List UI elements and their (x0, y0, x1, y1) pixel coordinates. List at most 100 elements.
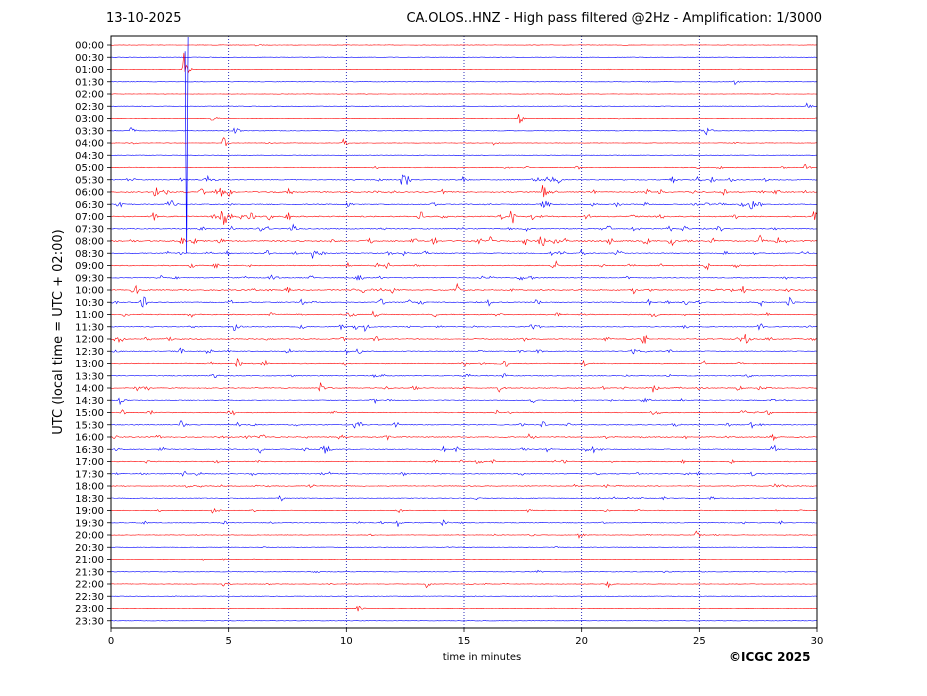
trace-line (110, 519, 818, 527)
y-tick-label: 19:30 (75, 518, 104, 529)
y-tick-label: 19:00 (75, 506, 104, 517)
y-tick-label: 12:00 (75, 335, 104, 346)
trace-line (110, 444, 818, 454)
trace-line (110, 234, 818, 247)
y-tick-label: 06:00 (75, 188, 104, 199)
trace-line (110, 137, 817, 147)
trace-line (110, 382, 818, 393)
trace-line (110, 164, 818, 170)
trace-line (110, 296, 818, 308)
y-tick-label: 15:00 (75, 408, 104, 419)
trace-line (110, 620, 818, 622)
x-tick-label: 0 (108, 636, 114, 647)
plot-date: 13-10-2025 (106, 11, 182, 26)
trace-line (110, 357, 818, 368)
trace-line (111, 483, 818, 488)
y-tick-label: 13:30 (75, 371, 104, 382)
large-event-spike (184, 36, 189, 254)
y-tick-label: 03:00 (75, 114, 104, 125)
y-tick-label: 22:00 (75, 580, 104, 591)
y-tick-label: 02:30 (75, 102, 104, 113)
trace-line (110, 420, 818, 429)
trace-line (111, 459, 818, 464)
trace-line (110, 310, 818, 318)
y-tick-label: 07:30 (75, 224, 104, 235)
y-tick-label: 11:00 (75, 310, 104, 321)
trace-line (111, 558, 818, 561)
y-tick-label: 09:30 (75, 273, 104, 284)
y-tick-label: 10:30 (75, 298, 104, 309)
trace-line (110, 185, 818, 198)
trace-line (110, 373, 818, 379)
y-tick-label: 20:30 (75, 543, 104, 554)
trace-line (110, 581, 818, 589)
y-tick-label: 04:00 (75, 139, 104, 150)
trace-line (110, 323, 818, 333)
trace-line (110, 174, 818, 185)
trace-line (110, 200, 818, 210)
y-tick-label: 21:00 (75, 555, 104, 566)
trace-line (110, 44, 817, 47)
trace-line (110, 409, 818, 416)
trace-line (110, 274, 818, 281)
trace-line (110, 595, 818, 598)
y-tick-label: 11:30 (75, 322, 104, 333)
y-tick-label: 06:30 (75, 200, 104, 211)
y-tick-label: 16:00 (75, 433, 104, 444)
y-tick-label: 00:00 (75, 41, 104, 52)
trace-line (110, 569, 818, 574)
y-tick-label: 15:30 (75, 420, 104, 431)
y-tick-label: 07:00 (75, 212, 104, 223)
y-tick-label: 00:30 (75, 53, 104, 64)
x-tick-label: 30 (811, 636, 824, 647)
trace-line (110, 282, 818, 295)
y-tick-label: 18:00 (75, 482, 104, 493)
y-tick-label: 14:00 (75, 384, 104, 395)
y-tick-label: 04:30 (75, 151, 104, 162)
plot-title: CA.OLOS..HNZ - High pass filtered @2Hz -… (406, 11, 822, 26)
y-tick-label: 08:30 (75, 249, 104, 260)
y-tick-label: 17:00 (75, 457, 104, 468)
trace-line (110, 114, 818, 124)
copyright-notice: ©ICGC 2025 (729, 650, 811, 664)
y-tick-label: 14:30 (75, 396, 104, 407)
x-tick-label: 5 (225, 636, 231, 647)
y-tick-label: 12:30 (75, 347, 104, 358)
y-tick-label: 17:30 (75, 469, 104, 480)
trace-line (111, 80, 818, 86)
y-tick-label: 05:30 (75, 175, 104, 186)
x-tick-label: 15 (458, 636, 471, 647)
y-tick-label: 13:00 (75, 359, 104, 370)
y-tick-label: 20:00 (75, 531, 104, 542)
trace-line (110, 347, 818, 355)
trace-line (111, 127, 818, 136)
y-tick-label: 03:30 (75, 126, 104, 137)
y-tick-label: 02:00 (75, 90, 104, 101)
trace-line (110, 210, 818, 225)
y-tick-label: 22:30 (75, 592, 104, 603)
y-axis-label: UTC (local time = UTC + 02:00) (51, 229, 66, 434)
x-tick-label: 25 (693, 636, 706, 647)
x-tick-label: 20 (575, 636, 588, 647)
y-tick-label: 21:30 (75, 567, 104, 578)
y-tick-label: 23:30 (75, 616, 104, 627)
trace-line (111, 52, 818, 74)
x-axis-label: time in minutes (443, 652, 522, 663)
trace-line (111, 334, 818, 344)
trace-line (110, 397, 818, 406)
trace-line (110, 56, 817, 59)
y-tick-label: 10:00 (75, 286, 104, 297)
y-tick-label: 23:00 (75, 604, 104, 615)
y-tick-label: 18:30 (75, 494, 104, 505)
trace-line (110, 93, 818, 95)
trace-line (110, 507, 818, 514)
trace-line (110, 546, 818, 549)
y-tick-label: 01:00 (75, 65, 104, 76)
trace-line (111, 495, 817, 502)
trace-line (110, 260, 818, 271)
plot-frame (110, 35, 818, 629)
trace-line (110, 248, 818, 259)
y-tick-label: 08:00 (75, 237, 104, 248)
